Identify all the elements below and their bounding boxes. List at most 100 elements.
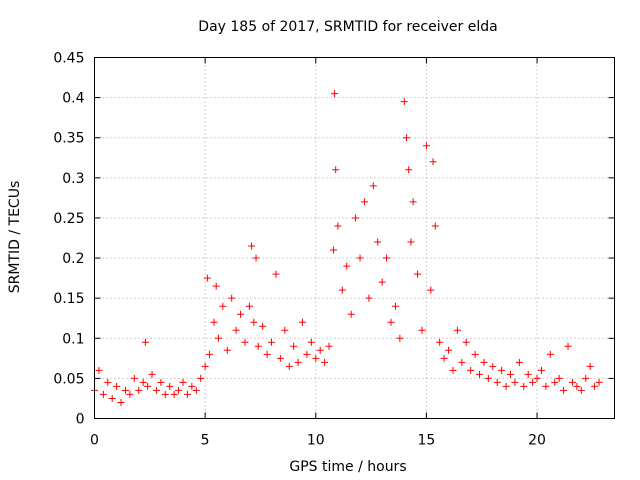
y-tick-label: 0.1: [62, 331, 84, 347]
data-point: [533, 374, 541, 382]
data-point: [564, 342, 572, 350]
data-point: [219, 302, 227, 310]
data-point: [476, 370, 484, 378]
data-point: [529, 378, 537, 386]
data-point: [378, 278, 386, 286]
data-point: [577, 386, 585, 394]
data-point: [126, 390, 134, 398]
y-tick-label: 0.25: [53, 211, 84, 227]
data-point: [431, 222, 439, 230]
data-point: [228, 294, 236, 302]
data-point: [338, 286, 346, 294]
data-point: [383, 254, 391, 262]
data-point: [365, 294, 373, 302]
data-point: [343, 262, 351, 270]
data-point: [595, 378, 603, 386]
data-point: [480, 358, 488, 366]
data-point: [429, 158, 437, 166]
data-point: [197, 374, 205, 382]
data-point: [135, 386, 143, 394]
data-point: [414, 270, 422, 278]
data-point: [418, 326, 426, 334]
data-points: [91, 90, 603, 406]
data-point: [568, 378, 576, 386]
data-point: [161, 390, 169, 398]
y-tick-label: 0.3: [62, 171, 84, 187]
data-point: [259, 322, 267, 330]
y-tick-label: 0.4: [62, 91, 84, 107]
data-point: [104, 378, 112, 386]
data-point: [369, 182, 377, 190]
data-point: [515, 358, 523, 366]
data-point: [166, 382, 174, 390]
data-point: [241, 338, 249, 346]
data-point: [113, 382, 121, 390]
data-point: [285, 362, 293, 370]
data-point: [407, 238, 415, 246]
y-tick-label: 0.15: [53, 291, 84, 307]
data-point: [546, 350, 554, 358]
data-point: [130, 374, 138, 382]
data-point: [387, 318, 395, 326]
y-tick-label: 0.35: [53, 131, 84, 147]
data-point: [179, 378, 187, 386]
data-point: [294, 358, 302, 366]
data-point: [157, 378, 165, 386]
data-point: [117, 398, 125, 406]
data-point: [232, 326, 240, 334]
data-point: [462, 338, 470, 346]
data-point: [281, 326, 289, 334]
data-point: [555, 374, 563, 382]
data-point: [268, 338, 276, 346]
data-point: [175, 386, 183, 394]
axis-ticks: 0 0.05 0.1 0.15 0.2 0.25 0.3 0.35 0.4 0.45 0 5 10 15 2…: [53, 51, 615, 449]
data-point: [263, 350, 271, 358]
data-point: [471, 350, 479, 358]
data-point: [192, 386, 200, 394]
data-point: [248, 242, 256, 250]
data-point: [245, 302, 253, 310]
data-point: [290, 342, 298, 350]
data-point: [307, 338, 315, 346]
data-point: [316, 346, 324, 354]
data-point: [489, 362, 497, 370]
data-point: [511, 378, 519, 386]
data-point: [321, 358, 329, 366]
x-tick-label: 0: [90, 433, 99, 449]
data-point: [331, 90, 339, 98]
data-point: [210, 318, 218, 326]
data-point: [453, 326, 461, 334]
data-point: [99, 390, 107, 398]
y-tick-label: 0.2: [62, 251, 84, 267]
plot-frame: [94, 57, 615, 419]
data-point: [201, 362, 209, 370]
x-tick-label: 15: [418, 433, 436, 449]
data-point: [391, 302, 399, 310]
data-point: [303, 350, 311, 358]
data-point: [203, 274, 211, 282]
data-point: [347, 310, 355, 318]
data-point: [507, 370, 514, 378]
data-point: [524, 370, 532, 378]
data-point: [586, 362, 594, 370]
data-point: [152, 386, 160, 394]
data-point: [352, 214, 360, 222]
y-tick-label: 0: [76, 412, 85, 428]
data-point: [484, 374, 492, 382]
data-point: [121, 386, 129, 394]
data-point: [537, 366, 545, 374]
data-point: [148, 370, 156, 378]
x-tick-label: 20: [528, 433, 546, 449]
data-point: [458, 358, 466, 366]
data-point: [312, 354, 320, 362]
data-point: [573, 382, 581, 390]
data-point: [436, 338, 444, 346]
data-point: [272, 270, 280, 278]
data-point: [502, 382, 510, 390]
data-point: [206, 350, 214, 358]
data-point: [334, 222, 342, 230]
data-point: [396, 334, 404, 342]
data-point: [332, 166, 340, 174]
